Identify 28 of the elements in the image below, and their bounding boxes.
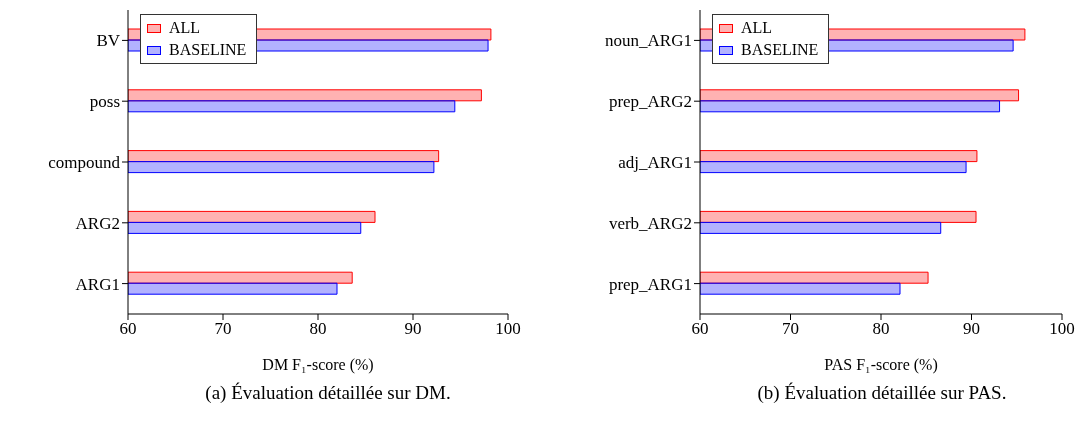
x-tick-label: 90 (404, 319, 422, 339)
x-tick-label: 60 (691, 319, 709, 339)
y-tick-label: poss (89, 92, 120, 112)
y-tick-label: ARG1 (75, 274, 120, 294)
x-axis-title: DM F₁-score (%) (262, 356, 374, 374)
x-tick-label: 100 (1049, 319, 1075, 339)
y-tick-label: ARG2 (75, 213, 120, 233)
y-tick-label: BV (96, 31, 121, 51)
x-tick-label: 60 (119, 319, 137, 339)
y-tick-label: compound (48, 153, 121, 173)
x-tick-label: 100 (495, 319, 521, 339)
x-tick-label: 80 (309, 319, 327, 339)
x-axis-title: PAS F₁-score (%) (824, 356, 938, 374)
legend-label: ALL (169, 18, 201, 38)
legend-label: BASELINE (169, 40, 247, 60)
text: (b) Évaluation détaillée sur PAS. (756, 382, 1008, 404)
legend-label: ALL (741, 18, 773, 38)
y-tick-label: prep_ARG2 (608, 92, 692, 112)
x-tick-label: 90 (963, 319, 980, 339)
y-tick-label: prep_ARG1 (608, 274, 692, 294)
x-tick-label: 70 (782, 319, 799, 339)
y-tick-label: adj_ARG1 (618, 153, 692, 173)
y-tick-label: verb_ARG2 (608, 213, 692, 233)
text: (a) Évaluation détaillée sur DM. (204, 382, 452, 404)
x-tick-label: 80 (872, 319, 890, 339)
legend-label: BASELINE (741, 40, 819, 60)
y-tick-label: noun_ARG1 (605, 31, 692, 51)
x-tick-label: 70 (214, 319, 232, 339)
